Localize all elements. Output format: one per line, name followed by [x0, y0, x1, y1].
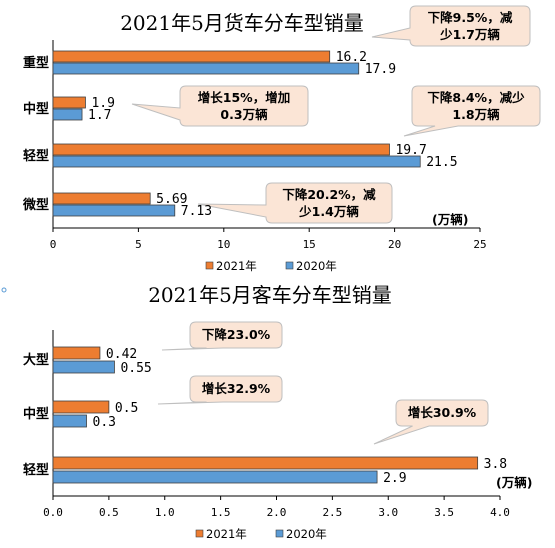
callout-text: 增长30.9% — [408, 405, 477, 420]
category-label: 微型 — [22, 197, 49, 213]
bar-2021 — [52, 400, 110, 414]
bar-2020 — [52, 108, 83, 121]
bar-2021 — [52, 456, 479, 470]
legend-label: 2021年 — [216, 259, 257, 273]
legend-swatch — [285, 261, 294, 270]
truck-chart-title: 2021年5月货车分车型销量 — [120, 11, 364, 35]
bar-2020 — [52, 204, 176, 217]
callout-text: 下降23.0% — [202, 327, 271, 342]
legend-swatch — [195, 529, 204, 538]
callout-text: 下降20.2%，减 — [282, 187, 376, 202]
bar-2021 — [52, 192, 151, 205]
x-tick-label: 1.0 — [155, 506, 175, 519]
data-label: 19.7 — [395, 143, 426, 158]
data-label: 17.9 — [365, 62, 396, 77]
data-label: 0.5 — [115, 401, 138, 416]
category-label: 轻型 — [23, 462, 49, 478]
truck-unit-label: (万辆) — [432, 212, 468, 227]
x-tick-label: 0.0 — [43, 506, 63, 519]
callout-text: 0.3万辆 — [220, 107, 268, 122]
legend-label: 2021年 — [206, 527, 247, 541]
x-tick-label: 3.0 — [378, 506, 398, 519]
data-label: 0.3 — [93, 415, 116, 430]
data-label: 0.55 — [120, 361, 151, 376]
callout-bubble — [197, 182, 393, 224]
callout-bubble — [157, 375, 283, 405]
legend-swatch — [275, 529, 284, 538]
x-tick-label: 10 — [217, 238, 230, 251]
callout-text: 少1.7万辆 — [439, 27, 500, 42]
callout-bubble — [373, 399, 489, 445]
category-label: 中型 — [23, 406, 49, 422]
legend-label: 2020年 — [286, 527, 327, 541]
legend-swatch — [205, 261, 214, 270]
callout-text: 下降9.5%，减 — [428, 10, 513, 25]
callout-text: 增长15%，增加 — [198, 90, 290, 105]
category-label: 轻型 — [23, 148, 49, 164]
x-tick-label: 5 — [135, 238, 142, 251]
data-label: 16.2 — [336, 50, 367, 65]
data-label: 1.9 — [91, 96, 114, 111]
bar-2021 — [52, 50, 331, 63]
callout-bubble — [161, 321, 283, 351]
bar-2020 — [52, 360, 115, 374]
callout-text: 下降8.4%，减少 — [427, 90, 525, 105]
callout-text: 增长32.9% — [202, 381, 271, 396]
data-label: 2.9 — [383, 471, 406, 486]
data-label: 5.69 — [156, 192, 187, 207]
bar-2020 — [52, 470, 378, 484]
data-label: 3.8 — [484, 457, 507, 472]
bar-2021 — [52, 143, 390, 156]
data-label: 1.7 — [88, 108, 111, 123]
bar-2021 — [52, 346, 101, 360]
callout-text: 1.8万辆 — [452, 107, 500, 122]
callout-bubble — [371, 5, 531, 47]
bar-2020 — [52, 62, 360, 75]
bar-2021 — [52, 96, 86, 109]
data-label: 21.5 — [426, 155, 457, 170]
x-tick-label: 2.0 — [267, 506, 287, 519]
callout-bubble — [403, 85, 541, 137]
x-tick-label: 25 — [473, 238, 486, 251]
category-label: 重型 — [23, 55, 49, 71]
x-tick-label: 15 — [303, 238, 316, 251]
bus-sales-chart: 2021年5月客车分车型销量 (万辆) 下降23.0% 增长32.9% 增长30.9… — [23, 283, 532, 541]
truck-sales-chart: 2021年5月货车分车型销量 (万辆) 下降9.5%，减少1.7万辆增长15%，… — [22, 5, 541, 273]
decorative-dot — [1, 287, 7, 293]
bar-2020 — [52, 414, 87, 428]
x-tick-label: 3.5 — [434, 506, 454, 519]
data-label: 0.42 — [106, 347, 137, 362]
category-label: 中型 — [23, 101, 49, 117]
x-tick-label: 4.0 — [490, 506, 510, 519]
legend-label: 2020年 — [296, 259, 337, 273]
category-label: 大型 — [23, 352, 49, 368]
x-tick-label: 2.5 — [322, 506, 342, 519]
x-tick-label: 20 — [388, 238, 401, 251]
bar-2020 — [52, 155, 421, 168]
callout-bubble — [131, 85, 309, 127]
callout-text: 少1.4万辆 — [298, 204, 359, 219]
x-tick-label: 1.5 — [211, 506, 231, 519]
x-tick-label: 0 — [50, 238, 57, 251]
bus-unit-label: (万辆) — [496, 475, 532, 490]
x-tick-label: 0.5 — [99, 506, 119, 519]
bus-chart-title: 2021年5月客车分车型销量 — [148, 283, 392, 307]
data-label: 7.13 — [181, 204, 212, 219]
